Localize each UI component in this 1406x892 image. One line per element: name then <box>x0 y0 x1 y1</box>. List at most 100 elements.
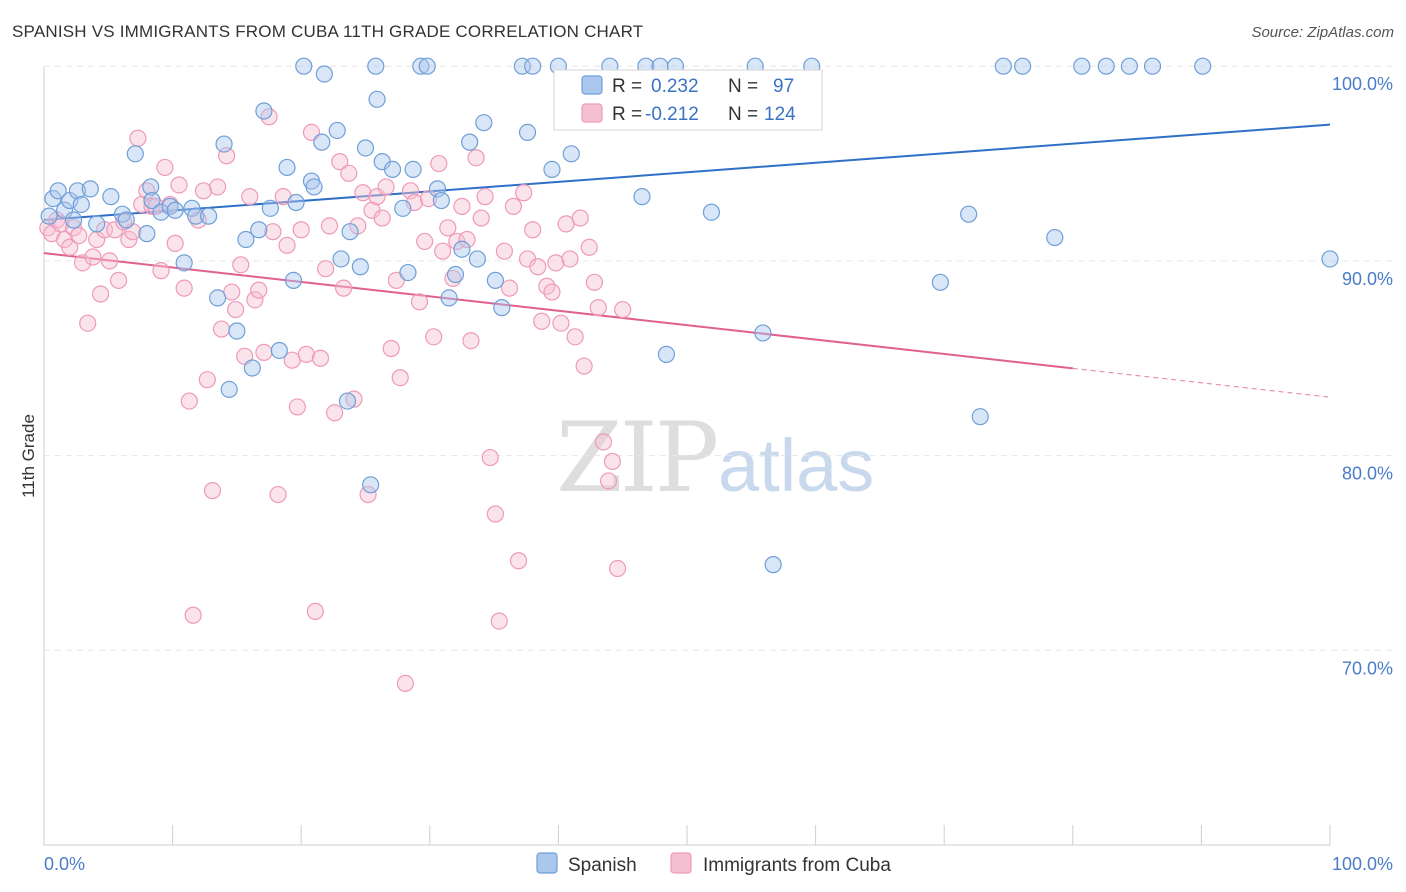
cuba-point <box>227 300 245 319</box>
cuba-point <box>170 176 188 194</box>
cuba-point <box>320 217 339 235</box>
cuba-point <box>297 345 315 363</box>
trend-line-spanish <box>43 123 1331 222</box>
cuba-point <box>232 256 250 274</box>
spanish-point <box>72 195 90 214</box>
cuba-point <box>175 279 193 297</box>
series-cuba-points <box>39 108 632 693</box>
cuba-point <box>212 320 231 338</box>
cuba-point <box>156 158 174 177</box>
spanish-point <box>278 158 296 177</box>
cuba-point <box>241 188 259 206</box>
cuba-point <box>120 230 138 249</box>
spanish-point <box>960 205 978 223</box>
chart-title: SPANISH VS IMMIGRANTS FROM CUBA 11TH GRA… <box>12 22 644 41</box>
legend-r-value-cuba: -0.212 <box>645 104 699 125</box>
cuba-point <box>61 238 79 256</box>
y-tick-label: 90.0% <box>1342 269 1393 289</box>
spanish-point <box>142 178 160 196</box>
cuba-point <box>396 674 414 693</box>
spanish-point <box>412 57 430 75</box>
spanish-point <box>40 207 58 225</box>
spanish-point <box>220 380 238 399</box>
cuba-point <box>552 314 570 332</box>
spanish-point <box>404 160 422 178</box>
spanish-point <box>215 135 233 153</box>
spanish-point <box>88 215 106 233</box>
x-tick-label-max: 100.0% <box>1332 854 1393 874</box>
cuba-point <box>425 328 443 346</box>
spanish-point <box>754 324 772 342</box>
spanish-point <box>367 57 385 75</box>
spanish-point <box>356 139 375 157</box>
cuba-point <box>73 254 92 272</box>
cuba-point <box>331 153 349 171</box>
spanish-point <box>562 145 580 163</box>
spanish-point <box>440 289 458 307</box>
spanish-point <box>284 271 303 289</box>
cuba-point <box>458 230 476 249</box>
cuba-point <box>180 392 198 410</box>
trend-line-cuba <box>43 252 1073 370</box>
spanish-point <box>351 258 369 276</box>
spanish-point <box>1143 57 1162 75</box>
spanish-point <box>200 207 218 225</box>
bottom-legend: Spanish Immigrants from Cuba <box>536 852 891 876</box>
cuba-point <box>91 285 110 303</box>
spanish-point <box>493 299 511 317</box>
y-tick-label: 80.0% <box>1342 464 1393 484</box>
spanish-point <box>1097 57 1115 75</box>
spanish-point <box>524 57 542 75</box>
cuba-point <box>278 236 296 254</box>
cuba-point <box>589 299 607 317</box>
cuba-point <box>373 209 391 227</box>
spanish-point <box>255 102 273 120</box>
spanish-point <box>166 201 184 219</box>
cuba-point <box>580 238 598 256</box>
spanish-point <box>328 121 346 140</box>
series-spanish-points <box>40 57 1339 574</box>
spanish-point <box>305 178 323 196</box>
cuba-point <box>345 390 363 408</box>
spanish-point <box>931 273 949 291</box>
x-tick-label-min: 0.0% <box>44 854 85 874</box>
spanish-point <box>341 223 359 241</box>
spanish-point <box>394 199 412 217</box>
cuba-point <box>184 606 202 624</box>
cuba-point <box>198 371 216 389</box>
spanish-point <box>368 90 386 108</box>
cuba-point <box>462 332 480 350</box>
spanish-point <box>468 250 486 268</box>
cuba-point <box>317 260 335 278</box>
chart-source: Source: ZipAtlas.com <box>1251 24 1394 41</box>
cuba-point <box>194 182 213 200</box>
cuba-point <box>70 226 88 245</box>
cuba-point <box>129 129 147 147</box>
cuba-point <box>340 164 358 182</box>
spanish-point <box>702 203 721 221</box>
legend-swatch-cuba <box>581 103 603 123</box>
cuba-point <box>571 209 589 227</box>
x-axis-ticks <box>43 825 1331 845</box>
cuba-point <box>476 188 494 206</box>
spanish-point <box>228 322 246 340</box>
spanish-point <box>1046 228 1064 247</box>
cuba-point <box>547 254 565 272</box>
cuba-point <box>599 472 618 490</box>
spanish-point <box>518 123 537 142</box>
cuba-point <box>292 221 310 239</box>
cuba-point <box>603 452 622 471</box>
cuba-point <box>608 559 627 578</box>
cuba-point <box>326 404 344 422</box>
cuba-point <box>209 178 227 196</box>
spanish-point <box>49 182 67 200</box>
cuba-point <box>585 273 604 291</box>
bottom-legend-swatch-spanish <box>536 852 558 874</box>
cuba-point <box>246 291 264 309</box>
cuba-point <box>500 279 519 297</box>
spanish-point <box>446 265 465 284</box>
cuba-point <box>561 250 579 268</box>
cuba-point <box>495 242 513 260</box>
spanish-point <box>175 254 193 272</box>
